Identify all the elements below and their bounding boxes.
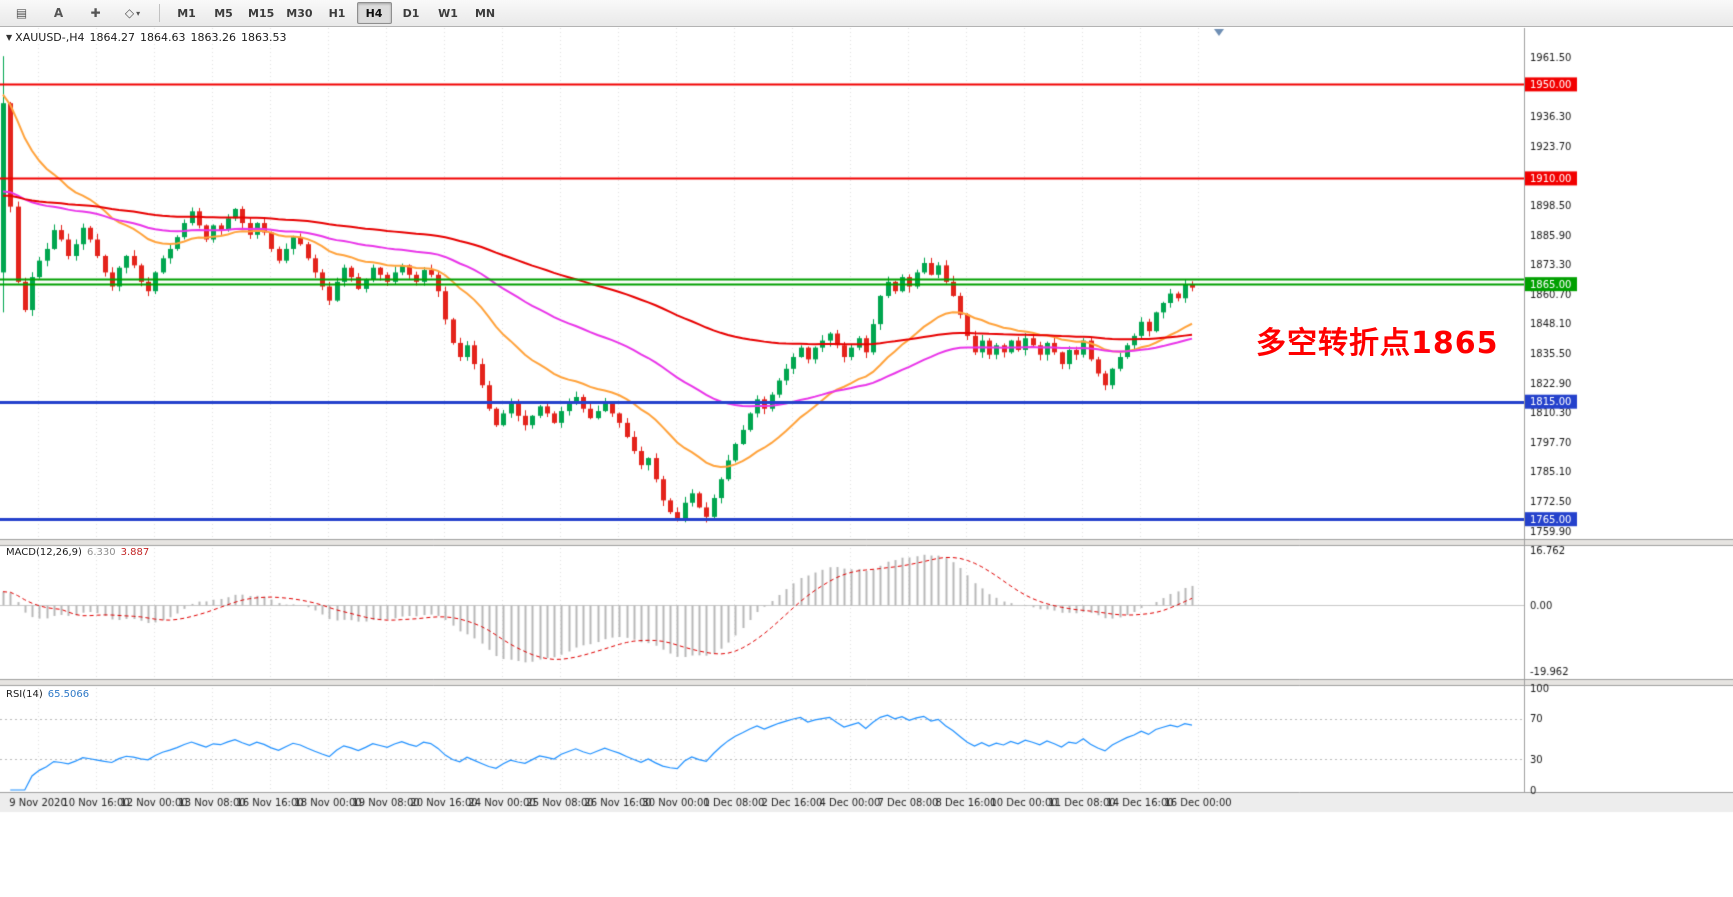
text-tool-button[interactable]: A (41, 2, 76, 24)
text-tool-icon: A (53, 6, 64, 20)
timeframe-w1-button[interactable]: W1 (438, 6, 458, 20)
timeframe-m15-button[interactable]: M15 (248, 6, 275, 20)
crosshair-icon: ✚ (90, 6, 101, 20)
charts-grid-icon: ▤ (15, 6, 28, 20)
timeframe-h1-button[interactable]: H1 (328, 6, 346, 20)
drawing-tools-group: ▤ A ✚ ◇ ▾ (0, 2, 154, 24)
timeframe-mn-button[interactable]: MN (474, 6, 496, 20)
top-toolbar: ▤ A ✚ ◇ ▾ M1 M5 M15 M30 H1 H4 D1 W1 MN (0, 0, 1733, 27)
chevron-down-icon: ▾ (136, 8, 141, 18)
shapes-icon: ◇ (124, 6, 135, 20)
timeframe-m5-button[interactable]: M5 (214, 6, 233, 20)
chart-grid-tool-button[interactable]: ▤ (4, 2, 39, 24)
draw-tools-dropdown-button[interactable]: ◇ ▾ (115, 2, 150, 24)
timeframe-m30-button[interactable]: M30 (286, 6, 313, 20)
crosshair-tool-button[interactable]: ✚ (78, 2, 113, 24)
toolbar-separator (159, 4, 160, 22)
timeframe-group: M1 M5 M15 M30 H1 H4 D1 W1 MN (165, 2, 507, 24)
timeframe-h4-button[interactable]: H4 (356, 2, 392, 24)
timeframe-d1-button[interactable]: D1 (402, 6, 420, 20)
timeframe-m1-button[interactable]: M1 (177, 6, 196, 20)
